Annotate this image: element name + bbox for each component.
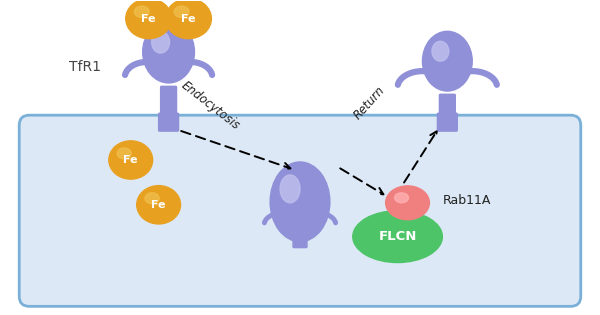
Ellipse shape	[143, 21, 194, 83]
Ellipse shape	[117, 148, 131, 159]
Text: Fe: Fe	[151, 200, 166, 210]
Text: Fe: Fe	[124, 155, 138, 165]
Ellipse shape	[137, 186, 181, 224]
Text: Return: Return	[352, 84, 388, 122]
Ellipse shape	[126, 0, 172, 39]
Ellipse shape	[145, 193, 159, 204]
Text: FLCN: FLCN	[379, 230, 417, 243]
Text: Fe: Fe	[142, 14, 156, 24]
Ellipse shape	[109, 141, 152, 179]
Text: TfR1: TfR1	[69, 60, 101, 74]
Ellipse shape	[386, 186, 430, 220]
Ellipse shape	[166, 0, 211, 39]
FancyBboxPatch shape	[437, 113, 457, 131]
Ellipse shape	[280, 175, 300, 203]
Ellipse shape	[134, 6, 149, 17]
Text: Endocytosis: Endocytosis	[179, 78, 242, 132]
FancyBboxPatch shape	[293, 224, 307, 248]
Ellipse shape	[422, 31, 472, 91]
FancyBboxPatch shape	[161, 86, 176, 126]
Ellipse shape	[270, 162, 330, 242]
FancyBboxPatch shape	[439, 94, 455, 126]
Ellipse shape	[174, 6, 189, 17]
FancyBboxPatch shape	[19, 115, 581, 306]
Ellipse shape	[432, 41, 449, 61]
Ellipse shape	[395, 193, 409, 203]
Text: Fe: Fe	[181, 14, 196, 24]
Ellipse shape	[353, 211, 442, 262]
FancyBboxPatch shape	[158, 113, 179, 131]
Text: Rab11A: Rab11A	[442, 194, 491, 207]
Ellipse shape	[152, 31, 170, 53]
